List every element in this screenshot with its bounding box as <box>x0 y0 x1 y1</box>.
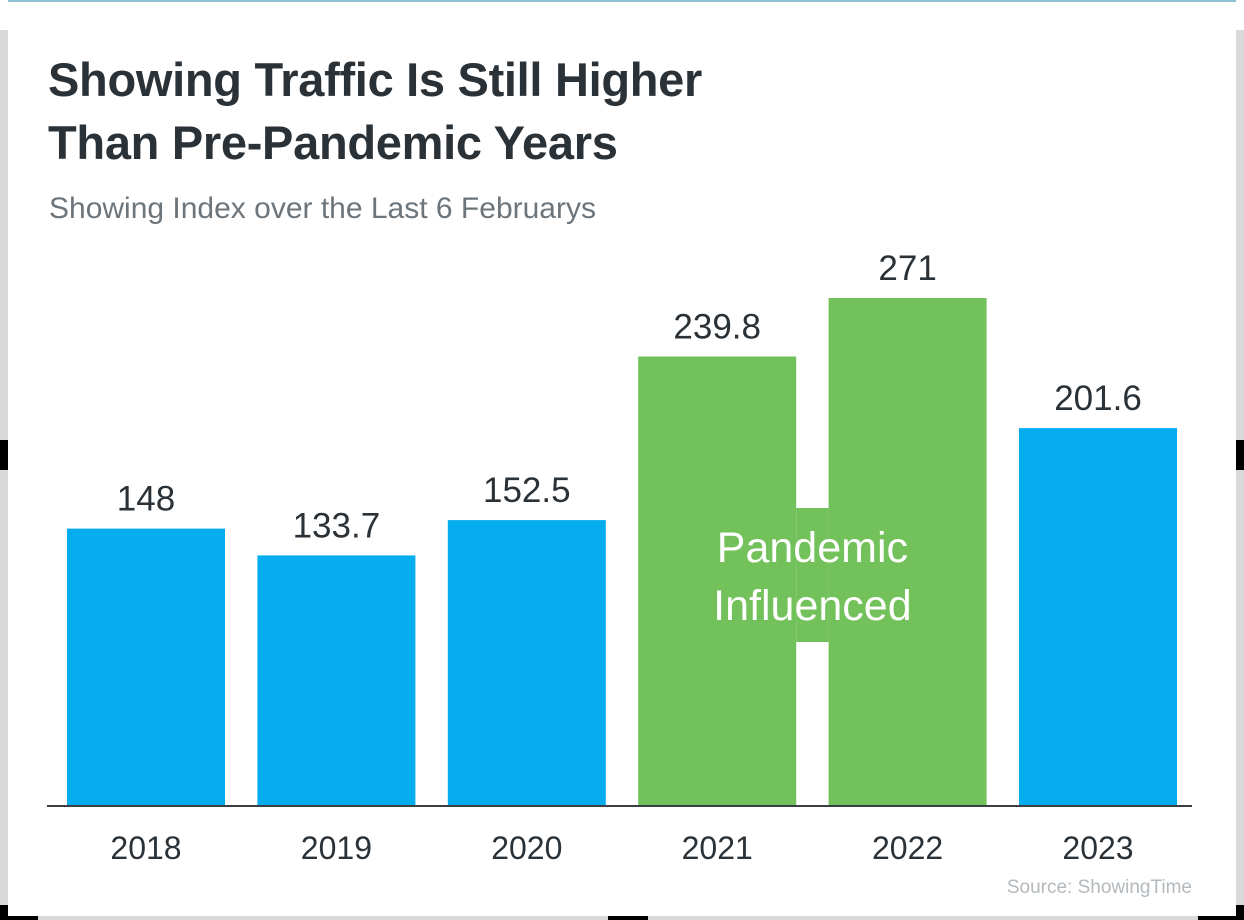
category-label-group: 2018 2019 2020 2021 2022 2023 <box>110 830 1133 866</box>
value-label-2023: 201.6 <box>1054 379 1142 418</box>
x-tick-label-2021: 2021 <box>682 830 753 866</box>
x-tick-label-2019: 2019 <box>301 830 372 866</box>
bar-group <box>67 298 1177 806</box>
bar-2023 <box>1019 428 1177 806</box>
x-tick-label-2023: 2023 <box>1062 830 1133 866</box>
value-label-2018: 148 <box>117 480 175 519</box>
frame-top-edge <box>8 0 1236 2</box>
frame-left-edge <box>0 0 8 920</box>
value-label-2022: 271 <box>878 249 936 288</box>
source-note: Source: ShowingTime <box>1006 877 1192 898</box>
x-tick-label-2022: 2022 <box>872 830 943 866</box>
chart-title: Showing Traffic Is Still Higher Than Pre… <box>48 48 948 174</box>
chart-subtitle: Showing Index over the Last 6 Februarys <box>49 192 596 225</box>
bar-2022 <box>828 298 987 806</box>
chart-title-line-1: Showing Traffic Is Still Higher <box>48 53 703 106</box>
bar-2020 <box>447 520 606 806</box>
pandemic-annotation-band <box>796 508 829 642</box>
chart-title-line-2: Than Pre-Pandemic Years <box>48 116 618 169</box>
annotation-line-1: Pandemic <box>717 524 908 572</box>
frame-bottom-edge <box>8 916 1236 920</box>
bar-2019 <box>257 555 416 806</box>
bar-2018 <box>67 528 225 806</box>
value-label-2019: 133.7 <box>293 506 381 545</box>
x-tick-label-2018: 2018 <box>110 830 181 866</box>
annotation-line-2: Influenced <box>713 582 911 630</box>
value-label-2020: 152.5 <box>483 471 571 510</box>
value-label-group: 148 133.7 152.5 239.8 271 201.6 <box>117 249 1142 545</box>
bar-2021 <box>638 356 797 806</box>
value-label-2021: 239.8 <box>673 308 761 347</box>
frame-right-edge <box>1236 0 1244 920</box>
x-tick-label-2020: 2020 <box>491 830 562 866</box>
